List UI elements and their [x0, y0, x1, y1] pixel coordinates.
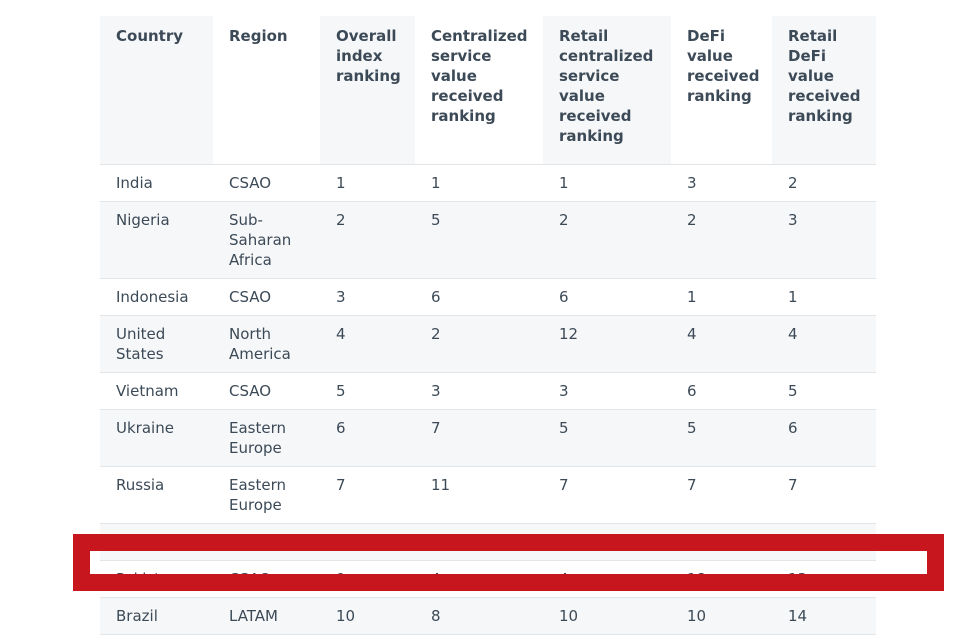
cell-retail-centralized: 12 — [543, 315, 671, 373]
table-row: Philippines CSAO 8 9 8 14 9 — [100, 523, 876, 561]
cell-centralized: 6 — [415, 278, 543, 316]
crypto-adoption-ranking-table: Country Region Overall index ranking Cen… — [100, 16, 876, 635]
cell-centralized: 5 — [415, 201, 543, 279]
cell-retail-centralized: 3 — [543, 372, 671, 410]
cell-region: CSAO — [213, 560, 320, 598]
table-row: Nigeria Sub-Saharan Africa 2 5 2 2 3 — [100, 201, 876, 279]
cell-country: Ukraine — [100, 409, 213, 467]
cell-defi: 14 — [671, 523, 772, 561]
table-row: United States North America 4 2 12 4 4 — [100, 315, 876, 373]
cell-retail-centralized: 4 — [543, 560, 671, 598]
cell-retail-defi: 13 — [772, 560, 876, 598]
cell-country: Pakistan — [100, 560, 213, 598]
cell-country: United States — [100, 315, 213, 373]
cell-defi: 5 — [671, 409, 772, 467]
cell-defi: 1 — [671, 278, 772, 316]
cell-centralized: 9 — [415, 523, 543, 561]
table-header-row: Country Region Overall index ranking Cen… — [100, 16, 876, 165]
cell-country: Indonesia — [100, 278, 213, 316]
cell-retail-centralized: 5 — [543, 409, 671, 467]
cell-retail-centralized: 8 — [543, 523, 671, 561]
cell-country: India — [100, 164, 213, 202]
cell-centralized: 4 — [415, 560, 543, 598]
cell-country: Russia — [100, 466, 213, 524]
cell-overall: 7 — [320, 466, 415, 524]
cell-country: Nigeria — [100, 201, 213, 279]
cell-retail-defi: 6 — [772, 409, 876, 467]
cell-centralized: 3 — [415, 372, 543, 410]
cell-country: Vietnam — [100, 372, 213, 410]
cell-centralized: 1 — [415, 164, 543, 202]
cell-region: CSAO — [213, 164, 320, 202]
cell-retail-centralized: 7 — [543, 466, 671, 524]
cell-region: Sub-Saharan Africa — [213, 201, 320, 279]
cell-retail-defi: 9 — [772, 523, 876, 561]
header-country: Country — [100, 16, 213, 165]
table-row-highlighted: Pakistan CSAO 9 4 4 18 13 — [100, 560, 876, 598]
cell-overall: 3 — [320, 278, 415, 316]
table-row: India CSAO 1 1 1 3 2 — [100, 164, 876, 202]
cell-retail-centralized: 2 — [543, 201, 671, 279]
table-row: Ukraine Eastern Europe 6 7 5 5 6 — [100, 409, 876, 467]
cell-retail-defi: 2 — [772, 164, 876, 202]
cell-retail-defi: 5 — [772, 372, 876, 410]
header-centralized-service-ranking: Centralized service value received ranki… — [415, 16, 543, 165]
cell-region: Eastern Europe — [213, 466, 320, 524]
cell-region: CSAO — [213, 523, 320, 561]
cell-region: North America — [213, 315, 320, 373]
cell-overall: 5 — [320, 372, 415, 410]
cell-region: Eastern Europe — [213, 409, 320, 467]
cell-overall: 9 — [320, 560, 415, 598]
cell-overall: 4 — [320, 315, 415, 373]
cell-retail-defi: 1 — [772, 278, 876, 316]
cell-centralized: 11 — [415, 466, 543, 524]
cell-defi: 4 — [671, 315, 772, 373]
cell-overall: 6 — [320, 409, 415, 467]
table-row: Vietnam CSAO 5 3 3 6 5 — [100, 372, 876, 410]
table-row: Indonesia CSAO 3 6 6 1 1 — [100, 278, 876, 316]
cell-centralized: 2 — [415, 315, 543, 373]
cell-retail-centralized: 6 — [543, 278, 671, 316]
cell-defi: 18 — [671, 560, 772, 598]
cell-retail-centralized: 1 — [543, 164, 671, 202]
cell-region: CSAO — [213, 278, 320, 316]
cell-retail-defi: 4 — [772, 315, 876, 373]
cell-defi: 2 — [671, 201, 772, 279]
cell-defi: 6 — [671, 372, 772, 410]
header-region: Region — [213, 16, 320, 165]
cell-retail-defi: 3 — [772, 201, 876, 279]
header-retail-defi-ranking: Retail DeFi value received ranking — [772, 16, 876, 165]
cell-country: Philippines — [100, 523, 213, 561]
cell-centralized: 7 — [415, 409, 543, 467]
header-defi-ranking: DeFi value received ranking — [671, 16, 772, 165]
header-retail-centralized-service-ranking: Retail centralized service value receive… — [543, 16, 671, 165]
cell-overall: 2 — [320, 201, 415, 279]
cell-defi: 3 — [671, 164, 772, 202]
cell-region: CSAO — [213, 372, 320, 410]
ranking-table-container: Country Region Overall index ranking Cen… — [100, 16, 876, 635]
cell-overall: 1 — [320, 164, 415, 202]
cell-retail-defi: 7 — [772, 466, 876, 524]
table-row: Russia Eastern Europe 7 11 7 7 7 — [100, 466, 876, 524]
cell-overall: 8 — [320, 523, 415, 561]
cell-defi: 7 — [671, 466, 772, 524]
header-overall-index-ranking: Overall index ranking — [320, 16, 415, 165]
